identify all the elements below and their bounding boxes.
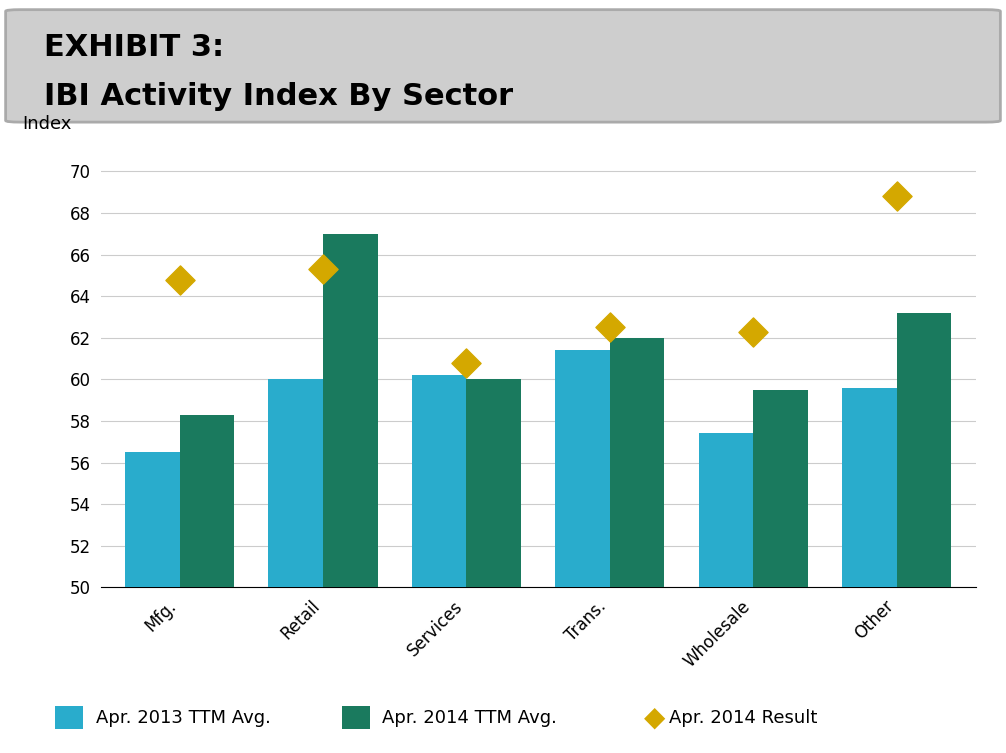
Point [459,357,475,369]
Text: Apr. 2013 TTM Avg.: Apr. 2013 TTM Avg. [96,709,271,727]
Bar [411,375,467,587]
Text: IBI Activity Index By Sector: IBI Activity Index By Sector [44,82,513,111]
Text: Index: Index [22,115,71,133]
Bar [467,380,521,587]
Text: Apr. 2014 Result: Apr. 2014 Result [669,709,817,727]
Bar [555,350,610,587]
FancyBboxPatch shape [6,10,1000,122]
Bar [699,434,753,587]
Bar [323,233,377,587]
Bar [897,312,952,587]
Bar [269,380,323,587]
Text: Apr. 2014 TTM Avg.: Apr. 2014 TTM Avg. [382,709,557,727]
Point [745,325,762,337]
Bar [125,452,179,587]
Text: EXHIBIT 3:: EXHIBIT 3: [44,33,224,62]
Point [315,263,331,275]
Bar [842,388,897,587]
Point [171,273,187,285]
Bar [610,338,665,587]
Bar [753,390,808,587]
Point [889,191,905,203]
Bar [179,415,234,587]
Text: ◆: ◆ [644,703,665,732]
Point [602,322,618,334]
